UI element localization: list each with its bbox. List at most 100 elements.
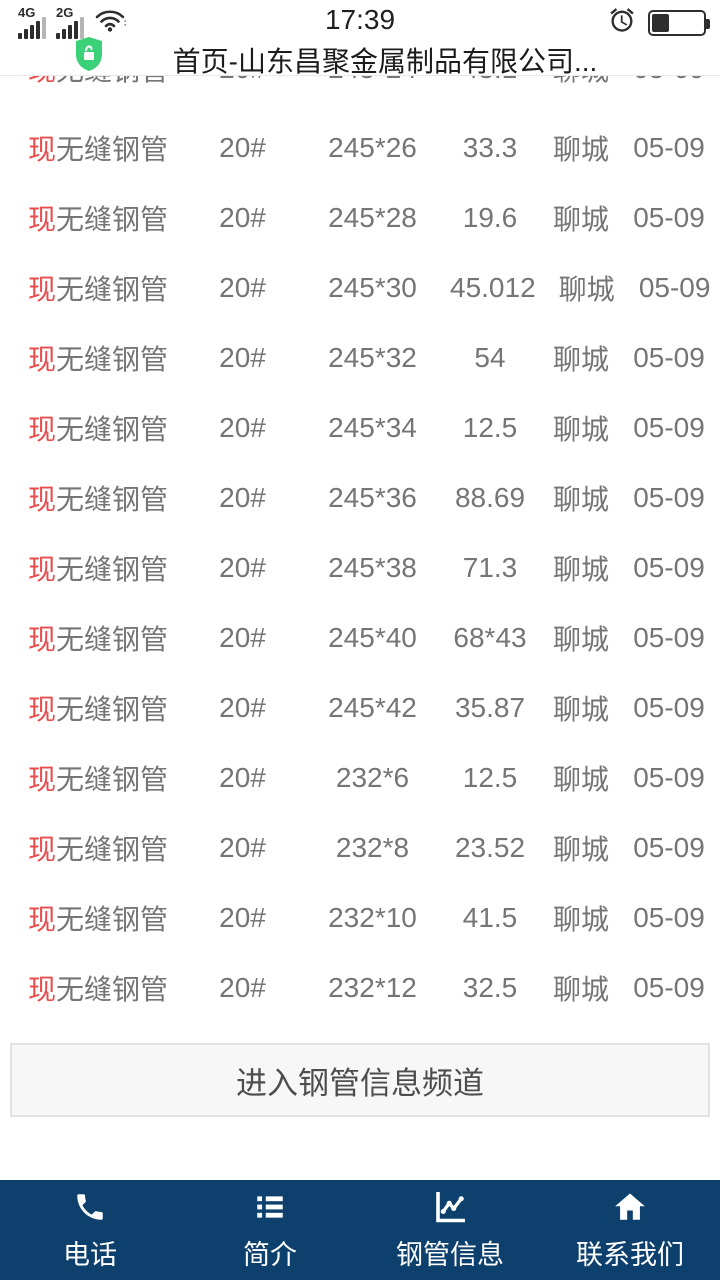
clock-time: 17:39 [324,4,396,35]
table-row[interactable]: 现无缝钢管 20# 232*8 23.52 聊城 05-09 [0,813,720,883]
date-cell: 05-09 [632,76,706,85]
table-row[interactable]: 现无缝钢管 20# 245*28 19.6 聊城 05-09 [0,183,720,253]
spec-cell: 245*26 [328,132,417,163]
date-cell: 05-09 [633,972,705,1003]
product-name: 无缝钢管 [56,694,169,725]
table-row[interactable]: 现无缝钢管 20# 245*24 43.1 聊城 05-09 [0,76,720,104]
date-cell: 05-09 [633,692,705,723]
date-cell: 05-09 [633,762,705,793]
grade-cell: 20# [190,76,295,85]
table-row[interactable]: 现无缝钢管 20# 232*12 32.5 聊城 05-09 [0,953,720,1023]
table-row[interactable]: 现无缝钢管 20# 245*34 12.5 聊城 05-09 [0,393,720,463]
nav-item-phone[interactable]: 电话 [0,1180,180,1280]
city-cell: 聊城 [552,764,609,795]
enter-channel-button[interactable]: 进入钢管信息频道 [10,1043,710,1117]
product-name: 无缝钢管 [56,554,169,585]
nav-label: 电话 [63,1240,117,1270]
grade-cell: 20# [219,412,266,443]
grade-cell: 20# [219,972,266,1003]
spec-cell: 232*10 [328,902,417,933]
table-row[interactable]: 现无缝钢管 20# 232*10 41.5 聊城 05-09 [0,883,720,953]
table-row[interactable]: 现无缝钢管 20# 232*6 12.5 聊城 05-09 [0,743,720,813]
city-cell: 聊城 [552,134,609,165]
table-row[interactable]: 现无缝钢管 20# 245*36 88.69 聊城 05-09 [0,463,720,533]
nav-label: 钢管信息 [396,1240,504,1270]
status-right-icons [608,6,710,39]
network-badge: 2G [56,5,74,20]
signal-4g-icon: 4G [18,5,46,39]
product-cell: 现无缝钢管 [0,198,190,238]
nav-item-contact[interactable]: 联系我们 [540,1180,720,1280]
product-cell: 现无缝钢管 [0,76,190,89]
product-name: 无缝钢管 [56,274,169,305]
status-left-icons: 4G 2G [18,5,128,39]
date-cell: 05-09 [633,482,705,513]
quantity-cell: 33.3 [462,132,518,163]
product-cell: 现无缝钢管 [0,268,190,308]
nav-label: 联系我们 [576,1240,684,1270]
table-row[interactable]: 现无缝钢管 20# 245*32 54 聊城 05-09 [0,323,720,393]
city-cell: 聊城 [552,694,609,725]
date-cell: 05-09 [633,132,705,163]
quantity-cell: 88.69 [454,482,526,513]
table-row[interactable]: 现无缝钢管 20# 245*42 35.87 聊城 05-09 [0,673,720,743]
product-name: 无缝钢管 [56,76,168,86]
quantity-cell: 12.5 [462,762,518,793]
date-cell: 05-09 [633,902,705,933]
fixed-header: 4G 2G [0,0,720,77]
page-title: 首页-山东昌聚金属制品有限公司... [172,46,598,77]
product-cell: 现无缝钢管 [0,408,190,448]
spot-tag: 现 [28,624,57,655]
quantity-cell: 45.012 [450,272,536,303]
product-cell: 现无缝钢管 [0,688,190,728]
spec-cell: 232*6 [335,762,410,793]
table-row[interactable]: 现无缝钢管 20# 245*40 68*43 聊城 05-09 [0,603,720,673]
grade-cell: 20# [219,202,266,233]
phone-icon [73,1188,107,1226]
spot-tag: 现 [28,834,57,865]
product-cell: 现无缝钢管 [0,548,190,588]
grade-cell: 20# [219,482,266,513]
grade-cell: 20# [219,832,266,863]
quantity-cell: 54 [474,342,506,373]
spec-cell: 232*8 [335,832,410,863]
product-cell: 现无缝钢管 [0,618,190,658]
wifi-icon [94,6,128,39]
grade-cell: 20# [219,692,266,723]
status-bar: 4G 2G [0,0,720,39]
spec-cell: 245*30 [328,272,417,303]
spec-cell: 245*28 [328,202,417,233]
spot-tag: 现 [28,764,57,795]
city-cell: 聊城 [552,554,609,585]
spec-cell: 245*36 [328,482,417,513]
spot-tag: 现 [28,344,57,375]
product-name: 无缝钢管 [56,204,169,235]
date-cell: 05-09 [633,202,705,233]
alarm-icon [608,6,636,39]
nav-item-pipe-info[interactable]: 钢管信息 [360,1180,540,1280]
city-cell: 聊城 [552,344,609,375]
city-cell: 聊城 [530,76,632,89]
table-rows: 现无缝钢管 20# 245*26 33.3 聊城 05-09 现无缝钢管 20#… [0,113,720,1023]
spec-cell: 232*12 [328,972,417,1003]
nav-item-intro[interactable]: 简介 [180,1180,360,1280]
table-row[interactable]: 现无缝钢管 20# 245*30 45.012 聊城 05-09 [0,253,720,323]
table-row[interactable]: 现无缝钢管 20# 245*38 71.3 聊城 05-09 [0,533,720,603]
chart-icon [432,1188,468,1226]
product-name: 无缝钢管 [56,134,169,165]
browser-title-bar: 首页-山东昌聚金属制品有限公司... [0,37,720,77]
product-cell: 现无缝钢管 [0,758,190,798]
battery-icon [648,9,710,36]
city-cell: 聊城 [552,834,609,865]
product-cell: 现无缝钢管 [0,898,190,938]
quantity-cell: 19.6 [462,202,518,233]
product-cell: 现无缝钢管 [0,338,190,378]
product-name: 无缝钢管 [56,414,169,445]
table-row[interactable]: 现无缝钢管 20# 245*26 33.3 聊城 05-09 [0,113,720,183]
spot-tag: 现 [28,554,57,585]
quantity-cell: 32.5 [462,972,518,1003]
grade-cell: 20# [219,272,266,303]
network-badge: 4G [18,5,36,20]
date-cell: 05-09 [633,622,705,653]
product-name: 无缝钢管 [56,624,169,655]
